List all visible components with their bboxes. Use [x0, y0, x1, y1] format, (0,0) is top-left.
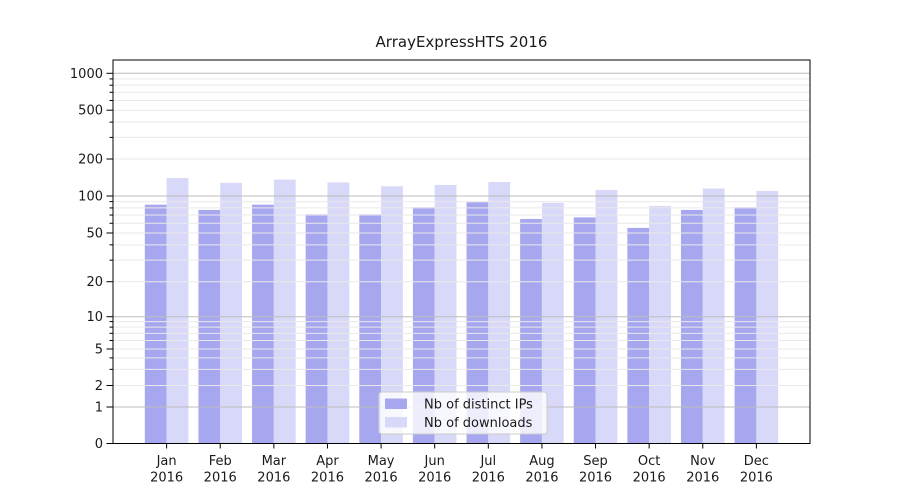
y-tick-label-200: 200: [78, 153, 103, 168]
x-tick-label-month-sep: Sep: [583, 454, 608, 469]
y-tick-label-100: 100: [78, 190, 103, 205]
legend-swatch-distinct-ips-icon: [385, 398, 407, 409]
legend: Nb of distinct IPs Nb of downloads: [378, 391, 548, 435]
bar-downloads-may: [381, 186, 403, 444]
x-tick-label-year-nov: 2016: [686, 471, 719, 486]
x-tick-label-month-oct: Oct: [638, 454, 660, 469]
grid-layer: [113, 72, 810, 408]
bar-distinct-ips-mar: [252, 204, 274, 444]
y-tick-label-2: 2: [95, 379, 103, 394]
y-tick-label-5: 5: [95, 343, 103, 358]
bar-downloads-dec: [756, 190, 779, 444]
y-tick-label-500: 500: [78, 104, 103, 119]
bar-distinct-ips-dec: [734, 207, 757, 444]
bar-downloads-aug: [541, 202, 564, 444]
bars-layer: [144, 178, 779, 444]
x-tick-label-month-jun: Jun: [424, 454, 445, 469]
legend-swatch-downloads-icon: [385, 417, 407, 428]
bar-downloads-jan: [166, 178, 189, 444]
bar-distinct-ips-sep: [573, 217, 596, 444]
x-tick-label-year-may: 2016: [365, 471, 398, 486]
chart-title: ArrayExpressHTS 2016: [376, 33, 548, 51]
x-tick-label-month-aug: Aug: [529, 454, 554, 469]
bar-distinct-ips-apr: [305, 214, 328, 444]
bar-distinct-ips-jun: [412, 207, 435, 444]
x-tick-label-month-apr: Apr: [316, 454, 339, 469]
x-tick-label-year-sep: 2016: [579, 471, 612, 486]
bar-downloads-mar: [273, 179, 296, 444]
plot-border: [112, 59, 811, 444]
bar-downloads-oct: [649, 205, 671, 444]
y-tick-label-1000: 1000: [70, 67, 103, 82]
x-tick-label-month-jul: Jul: [479, 454, 496, 469]
bar-downloads-feb: [220, 182, 243, 444]
x-tick-label-month-may: May: [368, 454, 395, 469]
bar-downloads-jul: [488, 181, 511, 444]
y-tick-label-50: 50: [86, 227, 103, 242]
y-tick-label-1: 1: [95, 401, 103, 416]
bar-downloads-apr: [327, 182, 350, 444]
bar-downloads-jun: [434, 184, 457, 444]
x-tick-label-year-jul: 2016: [472, 471, 505, 486]
x-tick-label-year-jan: 2016: [150, 471, 183, 486]
x-tick-label-year-oct: 2016: [633, 471, 666, 486]
x-tick-label-month-nov: Nov: [690, 454, 716, 469]
legend-label-downloads: Nb of downloads: [424, 416, 533, 431]
x-tick-label-year-mar: 2016: [257, 471, 290, 486]
bar-downloads-nov: [702, 188, 725, 444]
x-tick-label-month-dec: Dec: [744, 454, 769, 469]
x-tick-label-month-mar: Mar: [262, 454, 287, 469]
y-tick-label-0: 0: [95, 437, 103, 452]
bar-distinct-ips-jan: [144, 204, 167, 444]
x-tick-label-month-jan: Jan: [156, 454, 177, 469]
legend-label-distinct-ips: Nb of distinct IPs: [424, 398, 533, 413]
legend-box: [378, 391, 548, 435]
x-tick-label-year-aug: 2016: [525, 471, 558, 486]
x-tick-label-month-feb: Feb: [209, 454, 232, 469]
y-tick-label-20: 20: [86, 275, 103, 290]
x-tick-label-year-jun: 2016: [418, 471, 451, 486]
bar-distinct-ips-aug: [520, 218, 542, 444]
x-tick-label-year-apr: 2016: [311, 471, 344, 486]
bar-distinct-ips-may: [359, 214, 382, 444]
x-tick-label-year-feb: 2016: [204, 471, 237, 486]
bar-distinct-ips-jul: [466, 202, 489, 444]
y-tick-label-10: 10: [86, 310, 103, 325]
x-tick-label-year-dec: 2016: [740, 471, 773, 486]
axis-layer: 0 1 2 5 10 20 50 100 200 500 1000 Jan 2016 Feb 2016 Mar…: [70, 67, 773, 486]
